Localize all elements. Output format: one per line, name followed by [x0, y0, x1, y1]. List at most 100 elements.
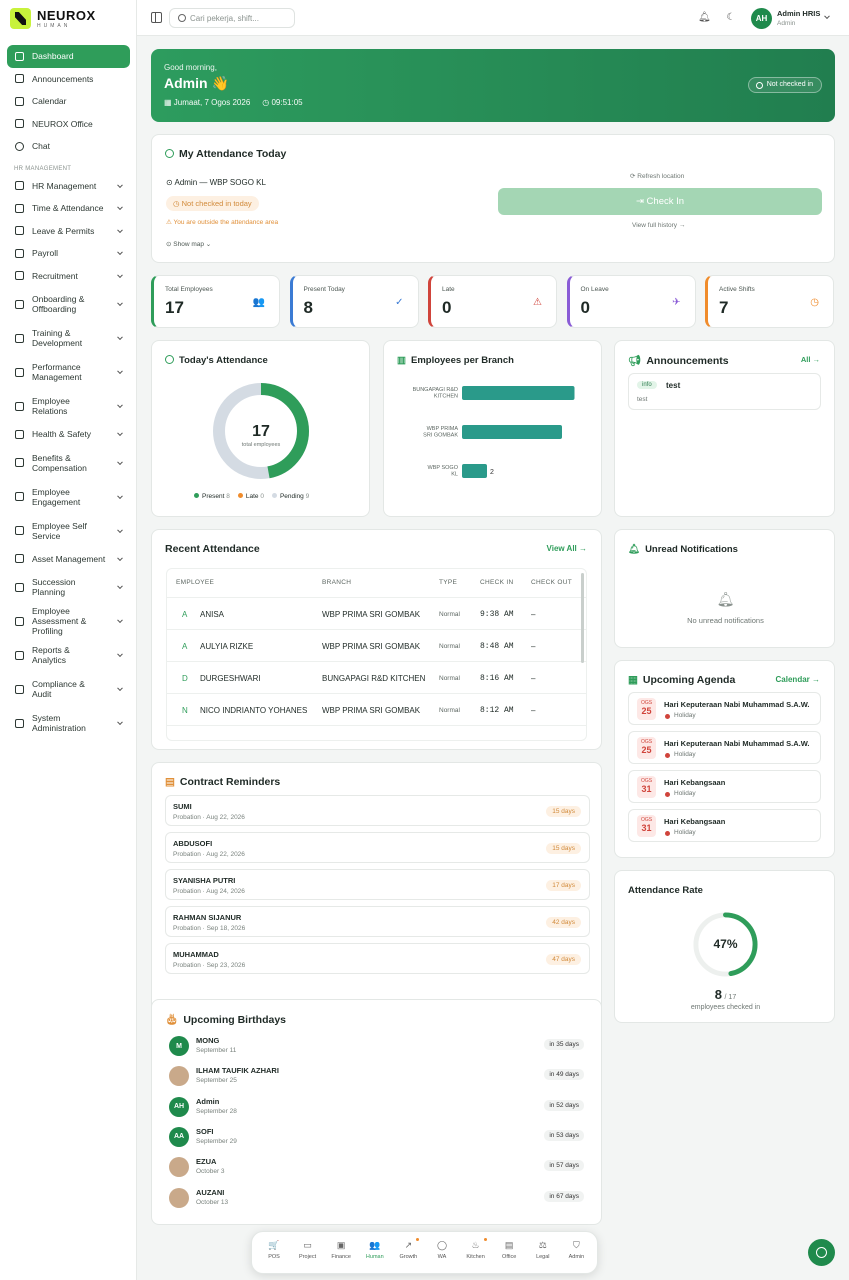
cake-icon: 🎂︎	[165, 1014, 179, 1026]
dock-item-finance[interactable]: ▣ Finance	[324, 1240, 358, 1260]
table-row[interactable]: N NICO INDRIANTO YOHANES WBP PRIMA SRI GOM…	[167, 693, 586, 725]
stat-value: 0	[442, 298, 452, 317]
sidebar-item-hr-management[interactable]: HR Management	[7, 175, 130, 198]
megaphone-icon: 📢︎	[628, 355, 642, 367]
check-in-button[interactable]: ⇥ Check In	[498, 188, 822, 215]
all-announcements-link[interactable]: All →	[800, 355, 820, 364]
moon-icon[interactable]: ☾	[726, 12, 736, 23]
nav-item-icon	[15, 271, 24, 281]
sidebar-item-employee-assessment-profiling[interactable]: Employee Assessment & Profiling	[7, 604, 130, 638]
table-row[interactable]: A ANISA WBP PRIMA SRI GOMBAK Normal 9:38 AM –	[167, 597, 586, 629]
agenda-item[interactable]: OGS 31 Hari Kebangsaan Holiday	[628, 770, 821, 803]
sidebar-item-succession-planning[interactable]: Succession Planning	[7, 570, 130, 604]
dock-item-kitchen[interactable]: ♨ Kitchen	[459, 1238, 493, 1260]
dock-item-growth[interactable]: ↗ Growth	[391, 1238, 425, 1260]
chevron-down-icon[interactable]	[824, 13, 830, 20]
sidebar-item-dashboard[interactable]: Dashboard	[7, 45, 130, 68]
calendar-icon	[15, 96, 24, 106]
bell-icon[interactable]: 🔔︎	[698, 12, 711, 23]
dock-item-pos[interactable]: 🛒 POS	[257, 1240, 291, 1260]
sidebar-item-system-administration[interactable]: System Administration	[7, 706, 130, 740]
sidebar-item-health-safety[interactable]: Health & Safety	[7, 423, 130, 446]
sidebar-item-employee-self-service[interactable]: Employee Self Service	[7, 514, 130, 548]
brand-logo[interactable]: NEUROX HUMAN	[10, 8, 96, 29]
stat-card: On Leave 0 ✈	[566, 275, 696, 328]
sidebar-item-benefits-compensation[interactable]: Benefits & Compensation	[7, 446, 130, 480]
birthday-item[interactable]: M MONG September 11 in 35 days	[169, 1034, 584, 1064]
sidebar-item-office[interactable]: NEUROX Office	[7, 113, 130, 136]
sidebar-item-employee-relations[interactable]: Employee Relations	[7, 389, 130, 423]
sidebar-item-reports-analytics[interactable]: Reports & Analytics	[7, 638, 130, 672]
birthday-item[interactable]: EZUA October 3 in 57 days	[169, 1155, 584, 1185]
stat-card: Active Shifts 7 ◷	[705, 275, 834, 328]
legend-item: Late 0	[237, 493, 264, 500]
sidebar-item-label: Performance Management	[32, 362, 82, 382]
sidebar-item-compliance-audit[interactable]: Compliance & Audit	[7, 672, 130, 706]
user-menu[interactable]: Admin HRIS Admin	[777, 9, 820, 28]
calendar-link[interactable]: Calendar →	[775, 675, 820, 684]
dock-item-office[interactable]: ▤ Office	[492, 1240, 526, 1260]
table-row-partial[interactable]	[167, 725, 586, 740]
legend-swatch	[271, 493, 277, 498]
dock-item-wa[interactable]: ◯ WA	[425, 1240, 459, 1260]
human-icon: 👥	[369, 1240, 381, 1250]
view-history-link[interactable]: View full history →	[632, 222, 686, 229]
birthday-item[interactable]: AH Admin September 28 in 52 days	[169, 1095, 584, 1125]
contract-item[interactable]: MUHAMMAD Probation · Sep 23, 2026 47 days	[165, 943, 590, 974]
dock-item-human[interactable]: 👥 Human	[358, 1240, 392, 1260]
table-row[interactable]: A AULYIA RIZKE WBP PRIMA SRI GOMBAK Normal 8…	[167, 629, 586, 661]
birthday-item[interactable]: AUZANI October 13 in 67 days	[169, 1186, 584, 1216]
sidebar-item-announcements[interactable]: Announcements	[7, 68, 130, 91]
bar[interactable]	[462, 386, 575, 400]
sidebar-item-payroll[interactable]: Payroll	[7, 242, 130, 265]
contract-name: SYANISHA PUTRI	[173, 876, 236, 885]
user-avatar[interactable]: AH	[751, 8, 772, 29]
agenda-item[interactable]: OGS 31 Hari Kebangsaan Holiday	[628, 809, 821, 842]
contract-item[interactable]: RAHMAN SIJANUR Probation · Sep 18, 2026 42…	[165, 906, 590, 937]
sidebar-item-training-development[interactable]: Training & Development	[7, 321, 130, 355]
sidebar-item-calendar[interactable]: Calendar	[7, 90, 130, 113]
sidebar-item-chat[interactable]: Chat	[7, 135, 130, 158]
sidebar-item-asset-management[interactable]: Asset Management	[7, 548, 130, 571]
contract-item[interactable]: SYANISHA PUTRI Probation · Aug 24, 2026 17…	[165, 869, 590, 900]
agenda-item[interactable]: OGS 25 Hari Keputeraan Nabi Muhammad S.A.W…	[628, 692, 821, 725]
birthday-item[interactable]: ILHAM TAUFIK AZHARI September 25 in 49 day…	[169, 1064, 584, 1094]
sidebar-toggle-icon[interactable]	[151, 12, 162, 23]
dock-item-project[interactable]: ▭ Project	[291, 1240, 325, 1260]
user-role: Admin	[777, 20, 796, 27]
table-scrollbar[interactable]	[581, 573, 584, 663]
sidebar-item-label: NEUROX Office	[32, 118, 93, 129]
table-row[interactable]: D DURGESHWARI BUNGAPAGI R&D KITCHEN Normal 8…	[167, 661, 586, 693]
chat-fab-icon[interactable]	[808, 1239, 835, 1266]
sidebar-item-label: Succession Planning	[32, 577, 76, 597]
search-input[interactable]: Cari pekerja, shift...	[169, 8, 295, 28]
sidebar-item-label: Time & Attendance	[32, 203, 104, 214]
announcement-item[interactable]: info test test	[628, 373, 821, 410]
contract-item[interactable]: SUMI Probation · Aug 22, 2026 15 days	[165, 795, 590, 826]
nav-item-icon	[15, 248, 24, 258]
contract-item[interactable]: ABDUSOFI Probation · Aug 22, 2026 15 days	[165, 832, 590, 863]
dock-item-legal[interactable]: ⚖ Legal	[526, 1240, 560, 1260]
sidebar-item-onboarding-offboarding[interactable]: Onboarding & Offboarding	[7, 287, 130, 321]
announcement-title: test	[666, 381, 681, 390]
show-map-toggle[interactable]: ⊙ Show map ⌄	[166, 241, 212, 248]
sidebar-item-performance-management[interactable]: Performance Management	[7, 355, 130, 389]
agenda-item[interactable]: OGS 25 Hari Keputeraan Nabi Muhammad S.A.W…	[628, 731, 821, 764]
card-title: Recent Attendance	[165, 543, 260, 555]
dock-label: Human	[365, 1254, 384, 1260]
avatar: AH	[169, 1096, 189, 1117]
sidebar-item-recruitment[interactable]: Recruitment	[7, 265, 130, 288]
bar[interactable]	[462, 464, 487, 478]
cell-branch: WBP PRIMA SRI GOMBAK	[322, 610, 421, 619]
birthday-item[interactable]: AA SOFI September 29 in 53 days	[169, 1125, 584, 1155]
refresh-location-link[interactable]: ⟳ Refresh location	[630, 173, 685, 180]
sidebar-item-time-attendance[interactable]: Time & Attendance	[7, 197, 130, 220]
status-value: Not checked in today	[181, 199, 252, 208]
chevron-down-icon	[117, 685, 123, 692]
sidebar-item-leave-permits[interactable]: Leave & Permits	[7, 220, 130, 243]
view-all-link[interactable]: View All →	[546, 544, 587, 553]
bar[interactable]	[462, 425, 562, 439]
sidebar-item-employee-engagement[interactable]: Employee Engagement	[7, 480, 130, 514]
outside-area-warning: ⚠ You are outside the attendance area	[166, 219, 279, 226]
dock-item-admin[interactable]: ⛉ Admin	[559, 1240, 593, 1260]
